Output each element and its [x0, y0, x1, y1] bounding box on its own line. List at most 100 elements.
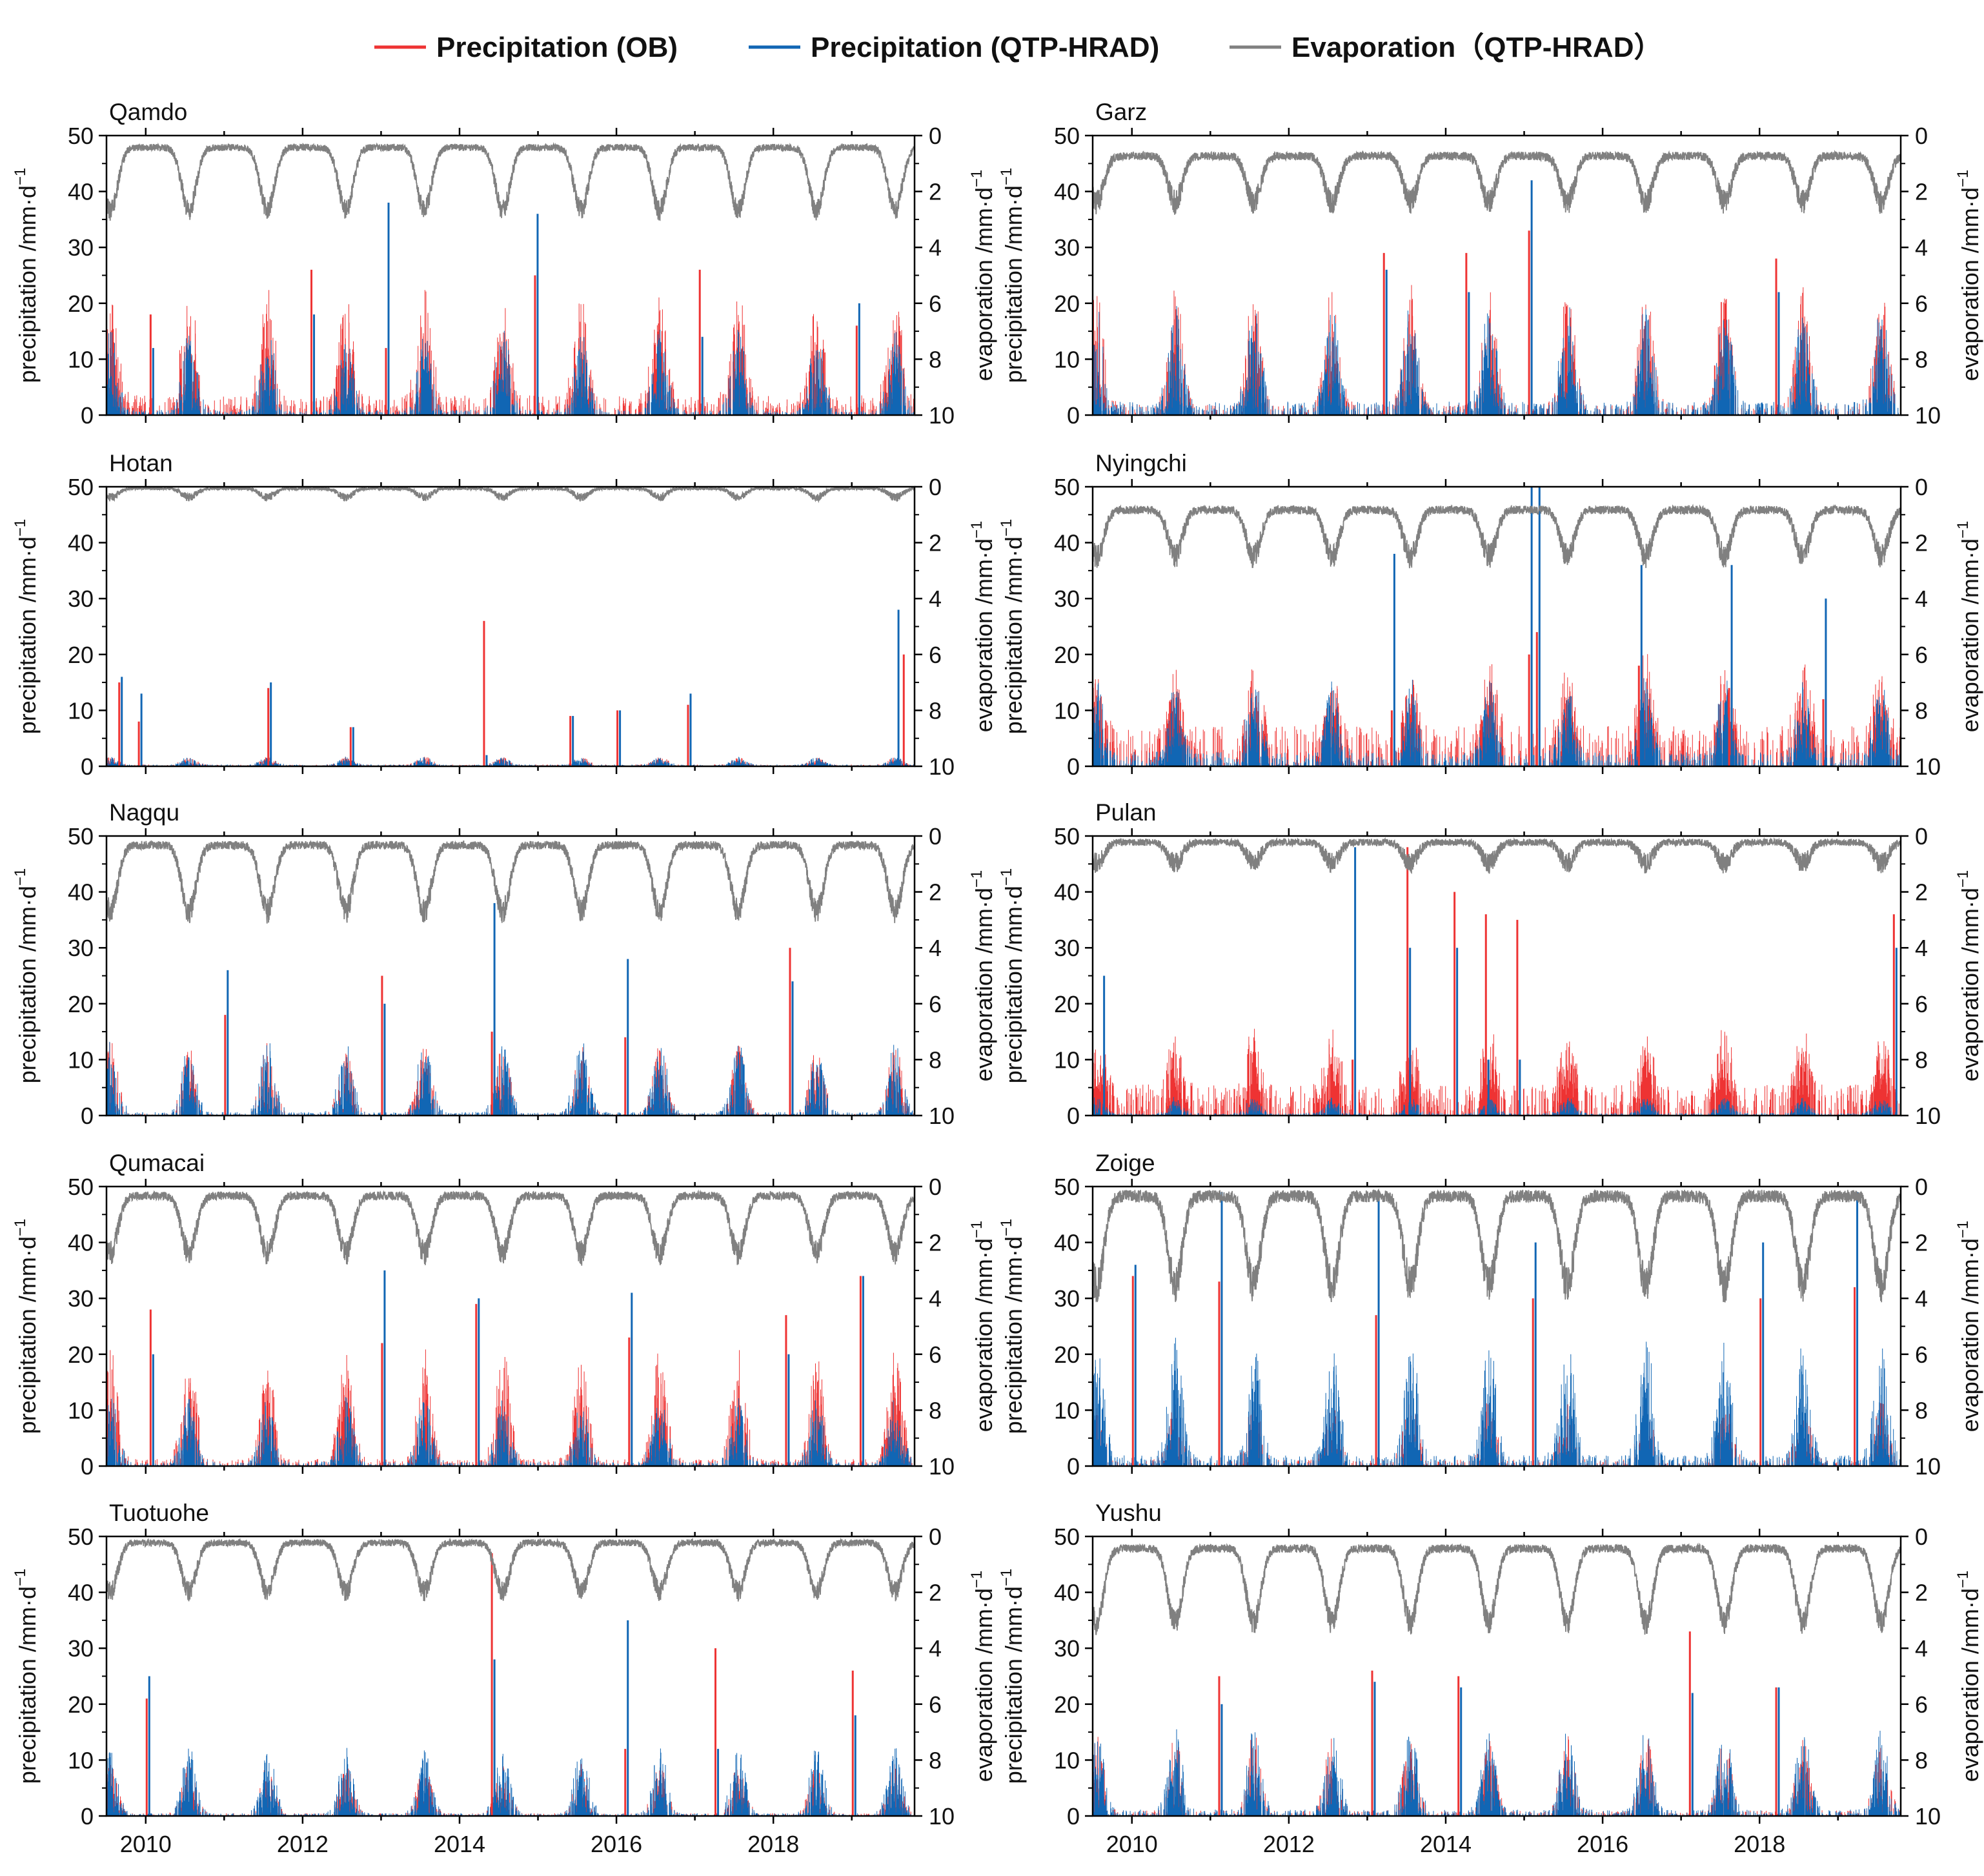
left-tick-label: 20 [68, 291, 94, 317]
right-tick-label: 4 [1915, 234, 1928, 261]
spike-ob-2 [1406, 847, 1409, 1116]
panel-qumacai: Qumacai 0 10 20 30 40 50 0 2 4 6 8 10 precipitation /… [12, 1150, 997, 1480]
y-left-label: precipitation /mm·d−1 [998, 519, 1027, 734]
spike-hrad-4 [787, 1354, 790, 1466]
right-tick-label: 0 [929, 474, 942, 500]
right-axis: 0 2 4 6 8 10 [1901, 474, 1941, 780]
spike-ob-2 [1457, 1676, 1460, 1816]
spike-hrad-3 [1456, 948, 1459, 1116]
y-left-label: precipitation /mm·d−1 [998, 168, 1027, 383]
spike-ob-2 [1535, 632, 1538, 766]
spike-hrad-6 [1895, 948, 1898, 1116]
left-tick-label: 40 [68, 179, 94, 205]
right-tick-label: 4 [1915, 1285, 1928, 1312]
left-tick-label: 30 [1054, 586, 1080, 612]
spike-ob-2 [267, 688, 270, 766]
plot-area [106, 487, 915, 766]
right-tick-label: 10 [1915, 1803, 1941, 1830]
left-tick-label: 40 [68, 879, 94, 906]
spike-hrad-6 [619, 710, 622, 766]
panel-title: Nyingchi [1095, 450, 1187, 476]
spike-hrad-5 [858, 303, 860, 415]
legend-item-evap: Evaporation（QTP-HRAD） [1230, 32, 1662, 63]
left-tick-label: 30 [1054, 1635, 1080, 1662]
y-left-exponent: −1 [998, 519, 1015, 536]
right-tick-label: 8 [1915, 1397, 1928, 1423]
right-tick-label: 0 [1915, 1524, 1928, 1550]
legend-label-ob: Precipitation (OB) [436, 32, 678, 63]
spike-hrad-0 [1134, 1265, 1137, 1466]
right-tick-label: 8 [1915, 1046, 1928, 1073]
x-axis [1131, 1179, 1839, 1474]
spike-ob-4 [698, 269, 701, 415]
y-right-exponent: −1 [968, 1571, 986, 1588]
right-axis: 0 2 4 6 8 10 [1901, 123, 1941, 429]
spike-hrad-4 [485, 755, 488, 766]
right-axis: 0 2 4 6 8 10 [915, 1174, 955, 1480]
spike-ob-3 [1688, 1631, 1691, 1816]
precip-ob-bars [106, 1349, 913, 1466]
left-tick-label: 50 [1054, 474, 1080, 500]
right-tick-label: 6 [929, 1691, 942, 1718]
right-tick-label: 0 [929, 823, 942, 850]
right-tick-label: 6 [1915, 991, 1928, 1017]
legend-item-ob: Precipitation (OB) [374, 32, 678, 63]
left-axis: 0 10 20 30 40 50 [1054, 823, 1093, 1129]
y-left-label: precipitation /mm·d−1 [12, 1569, 41, 1784]
spike-ob-5 [1822, 699, 1825, 766]
spike-hrad-0 [148, 1676, 150, 1816]
left-tick-label: 40 [68, 1230, 94, 1256]
left-tick-label: 0 [1067, 1453, 1080, 1480]
precip-hrad-bars [1093, 1729, 1901, 1816]
spike-hrad-3 [352, 727, 354, 766]
y-left-exponent: −1 [998, 168, 1015, 185]
spike-ob-4 [1484, 914, 1487, 1116]
spike-ob-0 [149, 1309, 152, 1466]
evaporation-line [1093, 837, 1901, 874]
spike-ob-6 [1892, 914, 1895, 1116]
left-tick-label: 10 [68, 1747, 94, 1773]
x-tick-label: 2010 [1106, 1831, 1158, 1857]
x-tick-label: 2016 [591, 1831, 642, 1857]
spike-hrad-2 [1377, 1198, 1380, 1466]
left-tick-label: 50 [68, 123, 94, 149]
spike-hrad-0 [1103, 975, 1106, 1116]
spike-hrad-4 [1487, 1059, 1490, 1116]
plot-area [106, 1537, 915, 1816]
y-right-exponent: −1 [968, 1221, 986, 1238]
precip-ob-bars [106, 1043, 915, 1116]
spike-ob-5 [855, 325, 858, 415]
precip-hrad-bars [106, 1041, 915, 1116]
plot-area [1093, 149, 1901, 415]
spike-hrad-4 [1762, 1242, 1765, 1466]
y-left-exponent: −1 [12, 168, 29, 185]
left-tick-label: 10 [1054, 346, 1080, 372]
spike-ob-2 [1465, 252, 1468, 415]
panel-title: Pulan [1095, 799, 1157, 826]
right-tick-label: 0 [1915, 1174, 1928, 1200]
spike-ob-3 [714, 1648, 717, 1816]
y-left-exponent: −1 [998, 1569, 1015, 1586]
left-tick-label: 50 [68, 823, 94, 850]
x-tick-label: 2012 [1263, 1831, 1315, 1857]
spike-ob-4 [1775, 1687, 1777, 1816]
spike-hrad-0 [227, 970, 229, 1116]
right-tick-label: 4 [1915, 1635, 1928, 1662]
left-tick-label: 20 [68, 1341, 94, 1368]
left-axis: 0 10 20 30 40 50 [1054, 474, 1093, 780]
left-tick-label: 40 [68, 1580, 94, 1606]
y-right-label: evaporation /mm·d−1 [1954, 1571, 1983, 1782]
left-tick-label: 10 [68, 1397, 94, 1423]
x-axis: 2010 2012 2014 2016 2018 [1106, 1529, 1839, 1857]
panel-title: Qumacai [109, 1150, 205, 1176]
plot-area [1093, 1188, 1901, 1466]
spike-hrad-1 [1373, 1682, 1376, 1816]
y-left-label: precipitation /mm·d−1 [12, 168, 41, 383]
precip-ob-bars [1093, 1028, 1899, 1116]
evaporation-line [106, 1189, 915, 1266]
x-axis [145, 1179, 853, 1474]
left-tick-label: 20 [1054, 1691, 1080, 1718]
left-tick-label: 50 [1054, 1174, 1080, 1200]
spike-ob-3 [349, 727, 352, 766]
